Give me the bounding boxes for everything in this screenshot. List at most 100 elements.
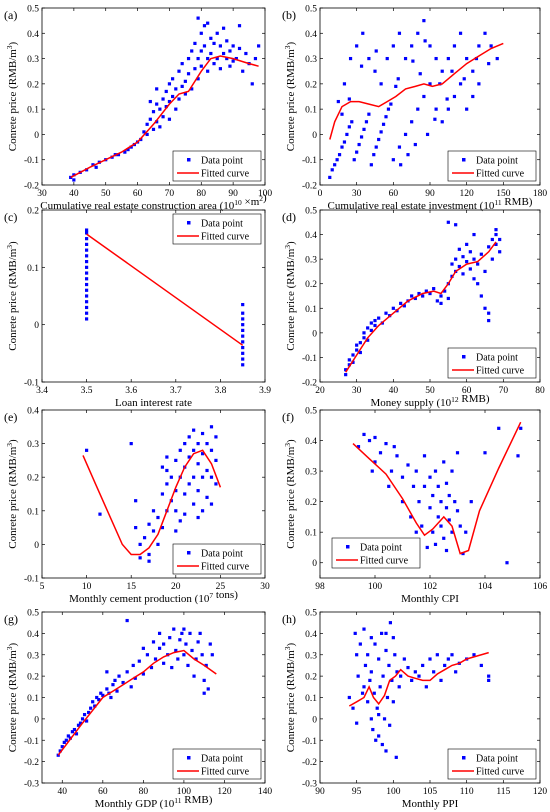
data-point [487, 62, 491, 66]
y-tick-label: -0.1 [24, 575, 39, 585]
x-tick-label: 3.5 [81, 386, 93, 396]
legend: Data point Fitted curve [331, 537, 421, 569]
data-point [399, 163, 403, 167]
data-point [396, 77, 400, 81]
data-point [183, 92, 187, 96]
data-point [479, 663, 483, 668]
data-point [465, 56, 469, 61]
legend-curve-label: Fitted curve [201, 169, 250, 180]
data-point [416, 31, 420, 35]
panel-tag: (e) [4, 410, 17, 424]
data-point [344, 368, 348, 372]
data-point [422, 484, 427, 488]
data-point [374, 738, 378, 742]
data-point [422, 94, 426, 99]
data-point [454, 257, 458, 261]
x-tick-label: 30 [352, 189, 362, 199]
data-point [440, 120, 444, 124]
data-point [400, 500, 405, 504]
data-point [192, 475, 196, 479]
data-point [384, 442, 388, 446]
data-point [468, 267, 472, 271]
y-tick-label: 0.3 [305, 55, 317, 65]
data-point [450, 530, 454, 534]
data-point [400, 475, 405, 479]
y-tick-label: 0.1 [305, 106, 317, 116]
data-point [368, 678, 372, 682]
data-point [253, 56, 258, 61]
data-point [342, 82, 347, 86]
data-point [402, 304, 406, 308]
data-point [115, 689, 119, 693]
data-point [98, 512, 102, 516]
y-tick-label: 0 [312, 329, 317, 339]
panel-a: 30 40 50 60 70 80 90 100 -0.2 -0.1 0 0.1 0.2 0.3 0.4 0.… [4, 5, 272, 213]
data-point [477, 44, 481, 48]
data-point [69, 175, 73, 180]
data-point [165, 468, 169, 473]
x-tick-label: 50 [101, 189, 111, 199]
panel-tag: (d) [282, 210, 296, 224]
data-point [241, 351, 245, 355]
x-tick-label: 20 [171, 582, 181, 592]
data-point [384, 749, 388, 753]
x-tick-label: 40 [58, 787, 68, 797]
x-tick-label: 30 [352, 386, 362, 396]
data-point [241, 363, 245, 367]
data-point [221, 51, 226, 56]
data-point [89, 706, 93, 710]
data-point [182, 627, 186, 631]
data-point [157, 646, 162, 650]
data-point [422, 19, 426, 23]
data-point [483, 451, 487, 455]
data-point [206, 21, 210, 25]
data-point [439, 524, 443, 528]
data-point [199, 31, 203, 35]
data-point [250, 82, 254, 86]
legend-curve-label: Fitted curve [201, 232, 250, 243]
data-point [372, 691, 376, 695]
y-tick-label: 0.2 [27, 80, 39, 90]
data-point [443, 289, 447, 293]
data-point [428, 657, 432, 661]
data-point [161, 97, 165, 101]
y-tick-label: -0.1 [24, 737, 39, 747]
data-point [188, 631, 192, 635]
legend-points-label: Data point [476, 754, 518, 765]
x-tick-label: 3.6 [125, 386, 137, 396]
data-point [164, 89, 168, 94]
y-tick-label: 0 [312, 131, 317, 141]
legend-points-label: Data point [476, 353, 518, 364]
y-axis-label: Conrete price (RMB/m3) [5, 241, 19, 351]
data-point [433, 542, 438, 546]
data-point [200, 475, 205, 479]
data-point [359, 64, 364, 68]
x-tick-label: 140 [258, 787, 273, 797]
legend-points-label: Data point [360, 543, 402, 554]
y-tick-label: 0 [312, 559, 317, 569]
y-tick-label: 0.2 [305, 498, 317, 508]
data-point [420, 524, 424, 528]
data-point [205, 468, 209, 473]
data-point [455, 509, 460, 513]
fitted-curve [329, 42, 504, 140]
y-tick-label: -0.1 [24, 156, 39, 166]
data-point [209, 448, 214, 452]
data-point [101, 693, 105, 697]
legend-curve-label: Fitted curve [201, 767, 250, 778]
data-point [471, 69, 475, 73]
data-point [85, 242, 89, 246]
x-tick-label: 80 [197, 189, 207, 199]
plot-frame [41, 409, 266, 579]
data-point [198, 631, 202, 635]
data-point [95, 695, 99, 700]
data-point [91, 163, 95, 167]
data-point [465, 260, 469, 264]
data-point [369, 670, 373, 674]
x-tick-label: 120 [533, 787, 548, 797]
data-point [487, 311, 491, 315]
data-point [85, 317, 89, 321]
fitted-curve [70, 55, 259, 179]
y-tick-label: 0.5 [27, 609, 39, 619]
data-point [192, 448, 196, 452]
